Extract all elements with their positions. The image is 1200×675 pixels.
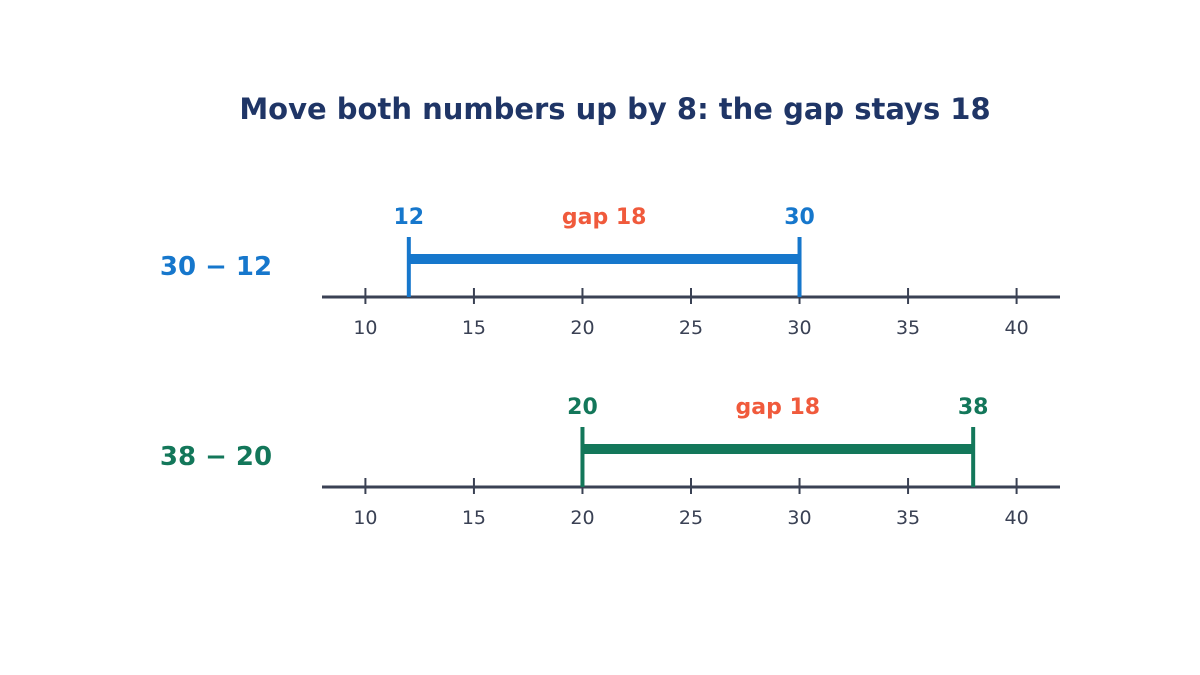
row-2-tick-label-25: 25	[679, 507, 703, 529]
row-2-tick-label-35: 35	[896, 507, 920, 529]
row-1-end-label: 30	[784, 205, 815, 230]
row-2-expression: 38 − 20	[160, 442, 272, 472]
row-1-start-label: 12	[394, 205, 425, 230]
row-1-tick-label-30: 30	[787, 317, 811, 339]
row-1-tick-label-15: 15	[462, 317, 486, 339]
row-1-expression: 30 − 12	[160, 252, 272, 282]
row-2-tick-label-30: 30	[787, 507, 811, 529]
row-2-start-label: 20	[567, 395, 598, 420]
row-1-tick-label-35: 35	[896, 317, 920, 339]
row-2-tick-label-10: 10	[353, 507, 377, 529]
row-1-tick-label-20: 20	[570, 317, 594, 339]
row-2-gap-label: gap 18	[736, 395, 821, 420]
row-2-tick-label-15: 15	[462, 507, 486, 529]
row-1-tick-label-10: 10	[353, 317, 377, 339]
row-1-tick-label-25: 25	[679, 317, 703, 339]
row-1-gap-label: gap 18	[562, 205, 647, 230]
figure-title: Move both numbers up by 8: the gap stays…	[239, 92, 990, 126]
row-2-tick-label-40: 40	[1004, 507, 1028, 529]
row-2-tick-label-20: 20	[570, 507, 594, 529]
row-1-tick-label-40: 40	[1004, 317, 1028, 339]
row-2-end-label: 38	[958, 395, 989, 420]
